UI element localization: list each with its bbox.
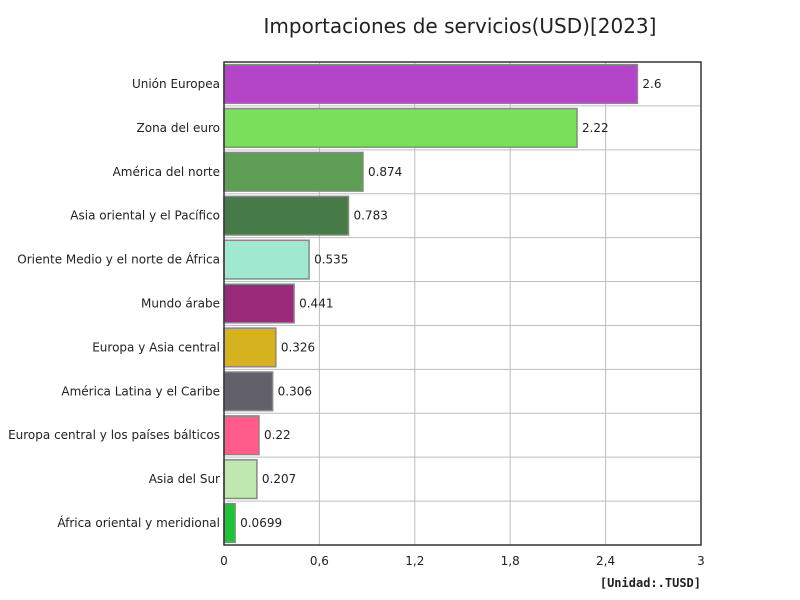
x-tick-label: 2,4 (596, 554, 615, 568)
category-label: Unión Europea (132, 77, 220, 91)
bar (223, 107, 578, 148)
category-label: Europa y Asia central (92, 340, 220, 354)
category-label: Mundo árabe (141, 297, 220, 311)
value-label: 2.6 (642, 77, 661, 91)
bar (223, 371, 274, 412)
bar (223, 327, 277, 368)
value-label: 0.326 (281, 340, 315, 354)
category-label: Asia oriental y el Pacífico (70, 209, 220, 223)
x-tick-label: 0 (220, 554, 228, 568)
category-label: Oriente Medio y el norte de África (17, 252, 220, 267)
bar (223, 239, 310, 280)
bar (223, 415, 260, 456)
category-label: Europa central y los países bálticos (8, 428, 220, 442)
category-label: Asia del Sur (149, 472, 220, 486)
value-label: 0.0699 (240, 516, 282, 530)
value-label: 0.874 (368, 165, 402, 179)
plot-frame (223, 61, 702, 546)
x-tick-label: 1,8 (501, 554, 520, 568)
bar (223, 283, 295, 324)
category-label: África oriental y meridional (57, 515, 220, 530)
unit-label: [Unidad:.TUSD] (599, 576, 701, 590)
value-label: 0.306 (278, 384, 312, 398)
bar (223, 195, 350, 236)
category-label: América del norte (113, 165, 220, 179)
x-tick-label: 1,2 (405, 554, 424, 568)
value-label: 0.535 (314, 253, 348, 267)
category-label: América Latina y el Caribe (61, 384, 220, 398)
value-label: 0.22 (264, 428, 291, 442)
value-label: 0.783 (353, 209, 387, 223)
value-label: 0.441 (299, 297, 333, 311)
value-label: 0.207 (262, 472, 296, 486)
bar (223, 63, 639, 105)
bar (223, 502, 236, 544)
value-label: 2.22 (582, 121, 609, 135)
x-tick-label: 3 (697, 554, 705, 568)
category-label: Zona del euro (137, 121, 220, 135)
bar (223, 151, 364, 192)
bar (223, 459, 258, 500)
x-tick-label: 0,6 (310, 554, 329, 568)
chart-title: Importaciones de servicios(USD)[2023] (263, 14, 657, 38)
